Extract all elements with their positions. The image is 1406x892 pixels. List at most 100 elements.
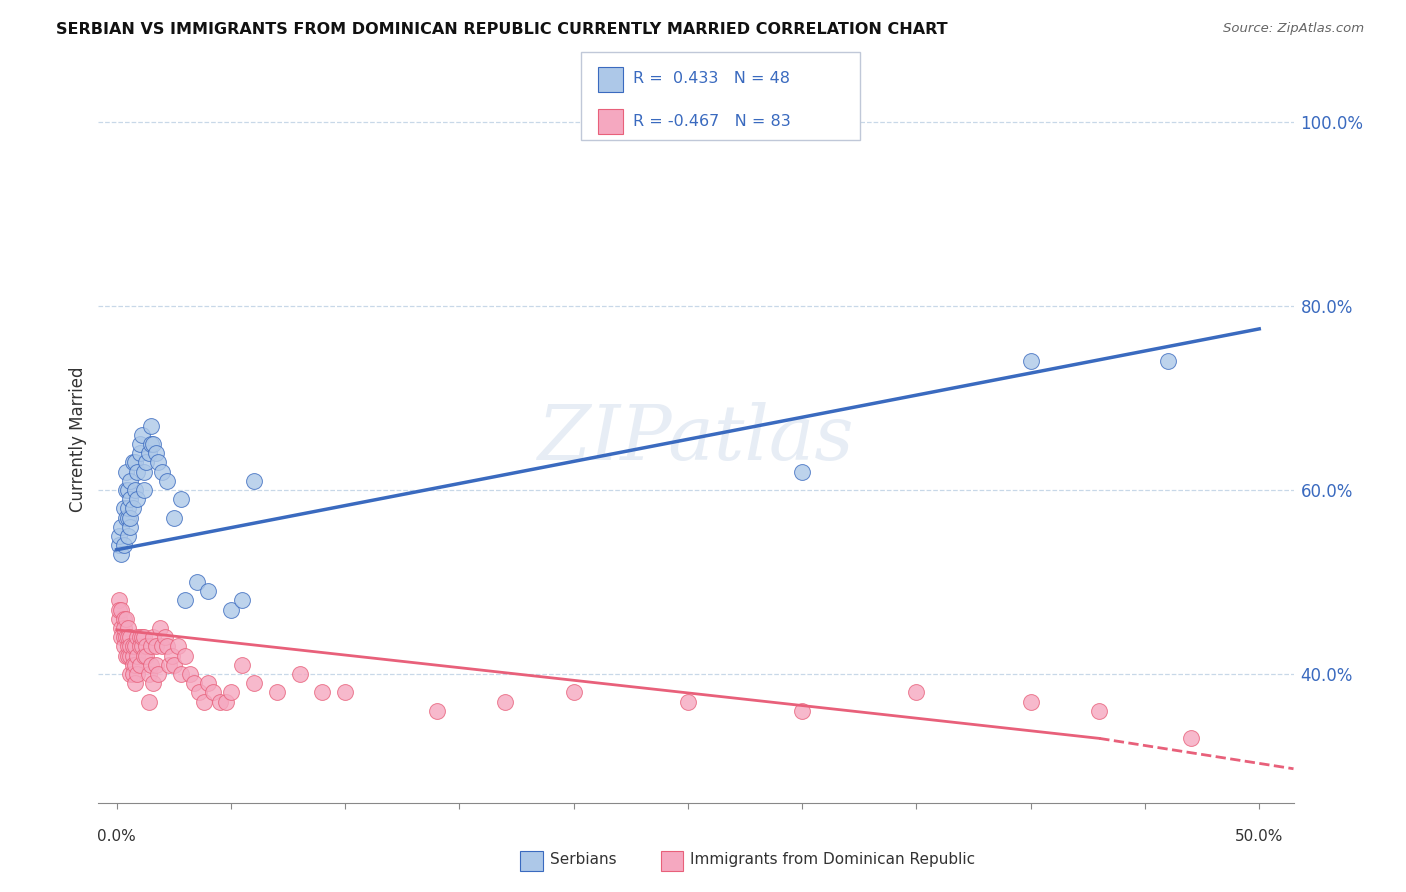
Text: R =  0.433   N = 48: R = 0.433 N = 48 <box>633 71 790 87</box>
Point <box>120 630 142 644</box>
Point <box>128 640 150 654</box>
Point <box>112 630 135 644</box>
Point <box>156 474 179 488</box>
Point <box>219 685 242 699</box>
Point <box>139 418 162 433</box>
Point <box>121 640 143 654</box>
Point <box>124 455 146 469</box>
Point <box>157 657 180 672</box>
Point <box>115 465 138 479</box>
Point <box>110 547 132 561</box>
Point <box>197 584 219 599</box>
Point <box>117 640 139 654</box>
Point <box>127 667 149 681</box>
Point <box>110 520 132 534</box>
Point <box>108 538 131 552</box>
Point <box>201 685 224 699</box>
Point <box>1180 731 1202 746</box>
Point <box>127 648 149 663</box>
Text: SERBIAN VS IMMIGRANTS FROM DOMINICAN REPUBLIC CURRENTLY MARRIED CORRELATION CHAR: SERBIAN VS IMMIGRANTS FROM DOMINICAN REP… <box>56 22 948 37</box>
Point <box>134 648 156 663</box>
Text: Immigrants from Dominican Republic: Immigrants from Dominican Republic <box>690 853 976 867</box>
Point <box>152 640 174 654</box>
Point <box>115 483 138 497</box>
Point <box>142 630 165 644</box>
Point <box>188 685 211 699</box>
Point <box>117 510 139 524</box>
Point <box>110 602 132 616</box>
Point <box>120 667 142 681</box>
Point <box>215 695 238 709</box>
Point <box>139 437 162 451</box>
Point <box>134 483 156 497</box>
Point <box>179 667 201 681</box>
Point <box>186 574 208 589</box>
Y-axis label: Currently Married: Currently Married <box>69 367 87 512</box>
Point <box>131 630 153 644</box>
Text: R = -0.467   N = 83: R = -0.467 N = 83 <box>633 113 790 128</box>
Point <box>115 648 138 663</box>
Point <box>163 657 186 672</box>
Point <box>117 630 139 644</box>
Point <box>426 704 449 718</box>
Point <box>266 685 288 699</box>
Point <box>792 704 814 718</box>
Point <box>124 483 146 497</box>
Point <box>112 621 135 635</box>
Text: Serbians: Serbians <box>550 853 616 867</box>
Point <box>792 465 814 479</box>
Point <box>131 640 153 654</box>
Point <box>170 492 193 507</box>
Point <box>117 529 139 543</box>
Point <box>145 640 167 654</box>
Point <box>120 520 142 534</box>
Point <box>152 465 174 479</box>
Point <box>1019 354 1042 368</box>
Point <box>120 510 142 524</box>
Point <box>117 501 139 516</box>
Point <box>124 640 146 654</box>
Point <box>127 465 149 479</box>
Point <box>124 676 146 690</box>
Point <box>243 676 266 690</box>
Text: ZIPatlas: ZIPatlas <box>537 402 855 476</box>
Point <box>494 695 516 709</box>
Point <box>127 630 149 644</box>
Point <box>108 612 131 626</box>
Point <box>121 657 143 672</box>
Point <box>145 446 167 460</box>
Point <box>1088 704 1111 718</box>
Point <box>112 612 135 626</box>
Point <box>288 667 311 681</box>
Point <box>128 657 150 672</box>
Point <box>142 437 165 451</box>
Point <box>146 667 169 681</box>
Text: 50.0%: 50.0% <box>1234 829 1284 844</box>
Point <box>120 492 142 507</box>
Point <box>156 640 179 654</box>
Point <box>676 695 699 709</box>
Point <box>174 648 197 663</box>
Point <box>562 685 585 699</box>
Point <box>231 593 253 607</box>
Point <box>231 657 253 672</box>
Point <box>108 529 131 543</box>
Point <box>120 640 142 654</box>
Point <box>110 621 132 635</box>
Point <box>108 602 131 616</box>
Point <box>208 695 231 709</box>
Point <box>163 510 186 524</box>
Point <box>146 455 169 469</box>
Point <box>134 465 156 479</box>
Point <box>1019 695 1042 709</box>
Point <box>219 602 242 616</box>
Point <box>121 501 143 516</box>
Point <box>117 483 139 497</box>
Point <box>135 455 157 469</box>
Point <box>311 685 333 699</box>
Text: 0.0%: 0.0% <box>97 829 136 844</box>
Point <box>145 657 167 672</box>
Point <box>167 640 190 654</box>
Point <box>183 676 205 690</box>
Point <box>108 593 131 607</box>
